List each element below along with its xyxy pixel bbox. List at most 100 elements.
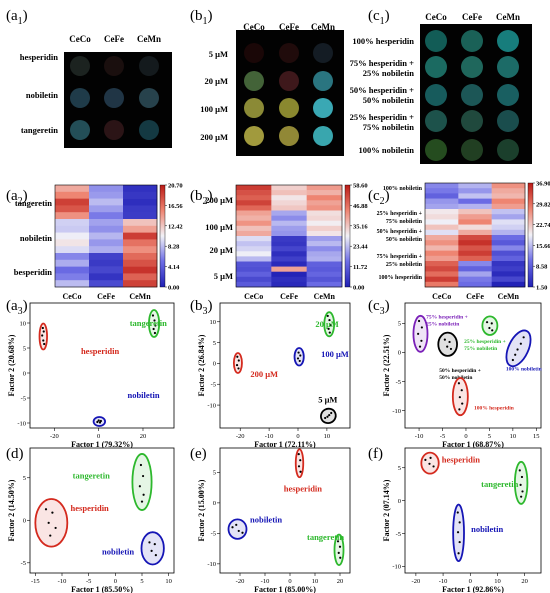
data-point <box>297 465 301 468</box>
heatmap-cell <box>123 280 158 288</box>
data-point <box>139 463 143 467</box>
x-tick-label: 10 <box>312 578 319 585</box>
data-point <box>324 416 327 420</box>
heatmap-column-label: CeFe <box>280 292 298 301</box>
data-point <box>51 511 54 514</box>
colorbar-tick-label: 58.60 <box>353 183 368 190</box>
data-point <box>448 340 451 344</box>
heatmap-cell <box>306 220 343 227</box>
y-tick-label: -5 <box>396 531 401 538</box>
heatmap-cell <box>458 255 492 262</box>
heatmap-cell <box>89 259 124 267</box>
heatmap-cell <box>491 271 526 277</box>
x-axis-label: Factor 1 (79.32%) <box>71 440 133 449</box>
x-tick-label: -10 <box>265 433 274 440</box>
confidence-ellipse <box>140 531 165 566</box>
x-tick-label: 10 <box>324 433 331 440</box>
heatmap-cell <box>89 212 124 220</box>
heatmap-cell <box>89 280 124 288</box>
heatmap-cell <box>491 183 526 189</box>
data-point <box>491 329 494 332</box>
heatmap-cell <box>123 191 158 199</box>
plot-frame <box>219 447 351 574</box>
data-point <box>420 339 423 342</box>
data-point <box>231 526 234 529</box>
data-point <box>339 556 342 559</box>
data-point <box>237 359 240 362</box>
column-label: CeMn <box>311 22 335 32</box>
heatmap-frame <box>235 184 343 288</box>
heatmap-cell <box>458 271 492 277</box>
y-tick-label: -5 <box>21 560 26 567</box>
group-label: nobiletin <box>471 524 503 534</box>
heatmap-cell <box>458 198 492 205</box>
heatmap-cell <box>271 225 307 232</box>
colorbar <box>527 182 534 288</box>
heatmap-cell <box>491 245 526 251</box>
group-label-line2: 50% nobiletin <box>439 375 472 381</box>
data-point <box>298 359 301 363</box>
heatmap-cell <box>271 281 307 288</box>
heatmap-cell <box>271 220 307 227</box>
heatmap-cell <box>271 230 307 237</box>
sample-well <box>497 110 519 132</box>
heatmap-cell <box>425 224 459 231</box>
heatmap-cell <box>491 266 526 272</box>
data-point <box>153 331 157 335</box>
group-label: hesperidin <box>284 483 323 493</box>
x-tick-label: 0 <box>288 578 291 585</box>
panel-label-f: (f) <box>368 446 383 462</box>
data-point <box>152 327 155 331</box>
group-label: 75% hesperidin + <box>426 315 468 321</box>
heatmap-cell <box>271 215 307 221</box>
sample-well <box>70 88 90 108</box>
heatmap-cell <box>236 225 272 232</box>
heatmap-cell <box>425 214 459 220</box>
heatmap-cell <box>306 215 343 221</box>
sample-well <box>70 120 90 140</box>
sample-well <box>461 110 483 132</box>
group-label: nobiletin <box>102 546 134 556</box>
y-tick-label: -5 <box>211 382 216 389</box>
confidence-ellipse <box>481 315 499 336</box>
sample-well <box>139 56 159 76</box>
heatmap-cell <box>55 205 90 213</box>
panel-e: (e) -20 -10 0 10 20 -10 -5 0 5 Factor 1 (85.00%) Fa… <box>190 446 351 593</box>
heatmap-cell <box>306 276 343 283</box>
heatmap-cell <box>123 239 158 247</box>
y-tick-label: -10 <box>17 420 26 427</box>
panel-d: (d) -15 -10 -5 0 5 10 -5 0 5 Factor 1 (85.50%) Fact… <box>6 446 175 593</box>
heatmap-cell <box>425 198 459 205</box>
data-point <box>237 367 240 370</box>
heatmap-cell <box>425 281 459 288</box>
row-label: 100% nobiletin <box>359 145 415 155</box>
group-label: 200 μM <box>250 369 278 379</box>
heatmap-cell <box>123 273 158 281</box>
y-tick-label: -5 <box>21 395 26 402</box>
heatmap-cell <box>55 253 90 261</box>
colorbar-tick-label: 0.00 <box>168 285 179 292</box>
column-label: CeFe <box>279 22 299 32</box>
panel-subscript: 2 <box>18 196 23 207</box>
heatmap-row-label: 75% nobiletin <box>386 219 423 225</box>
heatmap-cell <box>89 239 124 247</box>
data-point <box>43 342 46 346</box>
group-label: 100 μM <box>321 349 349 359</box>
data-point <box>297 452 300 456</box>
group-label: 50% hesperidin + <box>439 368 481 374</box>
data-point <box>326 314 329 318</box>
y-tick-label: 5 <box>23 475 26 482</box>
heatmap-cell <box>425 229 459 236</box>
heatmap-cell <box>55 246 90 254</box>
heatmap-cell <box>271 261 307 267</box>
heatmap-cell <box>425 193 459 199</box>
group-label: hesperidin <box>442 454 481 464</box>
heatmap-cell <box>458 281 492 288</box>
heatmap-cell <box>236 271 272 278</box>
heatmap-cell <box>491 214 526 220</box>
heatmap-cell <box>491 219 526 225</box>
data-point <box>235 363 239 367</box>
data-point <box>236 355 239 358</box>
data-point <box>99 419 102 423</box>
heatmap-cell <box>89 225 124 233</box>
